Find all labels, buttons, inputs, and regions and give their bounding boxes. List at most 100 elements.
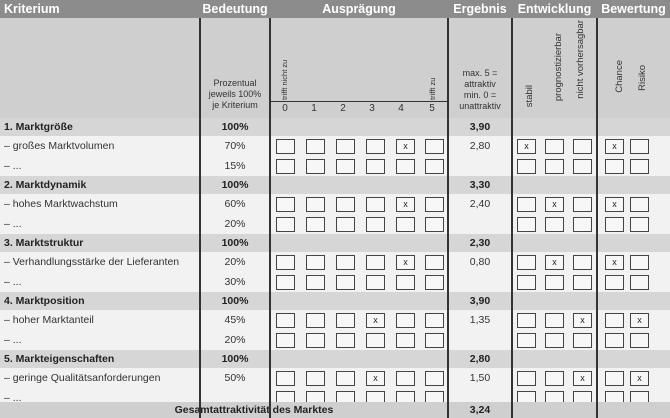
score-checkbox-2[interactable]	[336, 217, 355, 232]
entwicklung-checkbox-prognostizierbar[interactable]	[545, 371, 564, 386]
bewertung-checkbox-risiko[interactable]: x	[630, 313, 649, 328]
score-checkbox-5[interactable]	[425, 159, 444, 174]
bewertung-checkbox-chance[interactable]	[605, 275, 624, 290]
score-checkbox-3[interactable]	[366, 275, 385, 290]
entwicklung-checkbox-stabil[interactable]: x	[517, 139, 536, 154]
score-checkbox-5[interactable]	[425, 139, 444, 154]
entwicklung-checkbox-nicht-vorhersagbar[interactable]	[573, 139, 592, 154]
bewertung-checkbox-risiko[interactable]	[630, 159, 649, 174]
bewertung-checkbox-chance[interactable]	[605, 371, 624, 386]
bewertung-checkbox-chance[interactable]	[605, 159, 624, 174]
score-checkbox-4[interactable]	[396, 275, 415, 290]
score-checkbox-1[interactable]	[306, 159, 325, 174]
bewertung-checkbox-chance[interactable]: x	[605, 197, 624, 212]
entwicklung-checkbox-prognostizierbar[interactable]	[545, 333, 564, 348]
score-checkbox-5[interactable]	[425, 333, 444, 348]
bewertung-checkbox-chance[interactable]	[605, 217, 624, 232]
score-checkbox-5[interactable]	[425, 197, 444, 212]
bewertung-checkbox-risiko[interactable]	[630, 255, 649, 270]
score-checkbox-1[interactable]	[306, 371, 325, 386]
bewertung-checkbox-risiko[interactable]	[630, 217, 649, 232]
score-checkbox-4[interactable]	[396, 217, 415, 232]
score-checkbox-0[interactable]	[276, 139, 295, 154]
bewertung-checkbox-risiko[interactable]	[630, 275, 649, 290]
entwicklung-checkbox-stabil[interactable]	[517, 333, 536, 348]
score-checkbox-3[interactable]	[366, 159, 385, 174]
score-checkbox-1[interactable]	[306, 197, 325, 212]
score-checkbox-1[interactable]	[306, 255, 325, 270]
score-checkbox-3[interactable]	[366, 255, 385, 270]
entwicklung-checkbox-prognostizierbar[interactable]: x	[545, 197, 564, 212]
entwicklung-checkbox-stabil[interactable]	[517, 255, 536, 270]
score-checkbox-2[interactable]	[336, 197, 355, 212]
group-row: 1. Marktgröße 100% 3,90	[0, 118, 670, 136]
entwicklung-checkbox-prognostizierbar[interactable]: x	[545, 255, 564, 270]
score-checkbox-3[interactable]: x	[366, 371, 385, 386]
score-checkbox-4[interactable]: x	[396, 139, 415, 154]
score-checkbox-1[interactable]	[306, 275, 325, 290]
entwicklung-checkbox-nicht-vorhersagbar[interactable]	[573, 197, 592, 212]
bewertung-checkbox-chance[interactable]: x	[605, 139, 624, 154]
entwicklung-checkbox-stabil[interactable]	[517, 313, 536, 328]
entwicklung-checkbox-nicht-vorhersagbar[interactable]	[573, 255, 592, 270]
entwicklung-checkbox-stabil[interactable]	[517, 275, 536, 290]
bewertung-checkbox-risiko[interactable]	[630, 333, 649, 348]
score-checkbox-4[interactable]	[396, 333, 415, 348]
bewertung-checkbox-chance[interactable]: x	[605, 255, 624, 270]
score-checkbox-4[interactable]: x	[396, 197, 415, 212]
score-checkbox-5[interactable]	[425, 275, 444, 290]
bewertung-checkbox-chance[interactable]	[605, 313, 624, 328]
entwicklung-checkbox-prognostizierbar[interactable]	[545, 313, 564, 328]
entwicklung-checkbox-stabil[interactable]	[517, 159, 536, 174]
score-checkbox-3[interactable]	[366, 197, 385, 212]
score-checkbox-4[interactable]: x	[396, 255, 415, 270]
score-checkbox-4[interactable]	[396, 371, 415, 386]
entwicklung-checkbox-nicht-vorhersagbar[interactable]	[573, 159, 592, 174]
entwicklung-checkbox-nicht-vorhersagbar[interactable]: x	[573, 371, 592, 386]
score-checkbox-0[interactable]	[276, 159, 295, 174]
bewertung-checkbox-risiko[interactable]	[630, 139, 649, 154]
score-checkbox-3[interactable]	[366, 139, 385, 154]
score-checkbox-2[interactable]	[336, 313, 355, 328]
score-checkbox-0[interactable]	[276, 313, 295, 328]
entwicklung-checkbox-nicht-vorhersagbar[interactable]: x	[573, 313, 592, 328]
score-checkbox-5[interactable]	[425, 371, 444, 386]
score-checkbox-0[interactable]	[276, 333, 295, 348]
score-checkbox-5[interactable]	[425, 217, 444, 232]
score-checkbox-1[interactable]	[306, 313, 325, 328]
score-checkbox-0[interactable]	[276, 197, 295, 212]
entwicklung-checkbox-prognostizierbar[interactable]	[545, 139, 564, 154]
bewertung-checkbox-chance[interactable]	[605, 333, 624, 348]
score-checkbox-0[interactable]	[276, 255, 295, 270]
score-checkbox-2[interactable]	[336, 159, 355, 174]
score-checkbox-5[interactable]	[425, 313, 444, 328]
score-checkbox-1[interactable]	[306, 139, 325, 154]
score-checkbox-3[interactable]	[366, 333, 385, 348]
entwicklung-checkbox-prognostizierbar[interactable]	[545, 159, 564, 174]
score-checkbox-1[interactable]	[306, 333, 325, 348]
score-checkbox-2[interactable]	[336, 371, 355, 386]
entwicklung-checkbox-stabil[interactable]	[517, 197, 536, 212]
entwicklung-checkbox-prognostizierbar[interactable]	[545, 217, 564, 232]
entwicklung-checkbox-nicht-vorhersagbar[interactable]	[573, 275, 592, 290]
score-checkbox-2[interactable]	[336, 333, 355, 348]
score-checkbox-0[interactable]	[276, 275, 295, 290]
entwicklung-checkbox-prognostizierbar[interactable]	[545, 275, 564, 290]
score-checkbox-3[interactable]: x	[366, 313, 385, 328]
score-checkbox-1[interactable]	[306, 217, 325, 232]
entwicklung-checkbox-stabil[interactable]	[517, 371, 536, 386]
score-checkbox-4[interactable]	[396, 313, 415, 328]
entwicklung-checkbox-nicht-vorhersagbar[interactable]	[573, 333, 592, 348]
score-checkbox-4[interactable]	[396, 159, 415, 174]
score-checkbox-5[interactable]	[425, 255, 444, 270]
bewertung-checkbox-risiko[interactable]: x	[630, 371, 649, 386]
entwicklung-checkbox-nicht-vorhersagbar[interactable]	[573, 217, 592, 232]
score-checkbox-2[interactable]	[336, 275, 355, 290]
score-checkbox-3[interactable]	[366, 217, 385, 232]
entwicklung-checkbox-stabil[interactable]	[517, 217, 536, 232]
score-checkbox-2[interactable]	[336, 139, 355, 154]
bewertung-checkbox-risiko[interactable]	[630, 197, 649, 212]
score-checkbox-0[interactable]	[276, 371, 295, 386]
score-checkbox-0[interactable]	[276, 217, 295, 232]
score-checkbox-2[interactable]	[336, 255, 355, 270]
